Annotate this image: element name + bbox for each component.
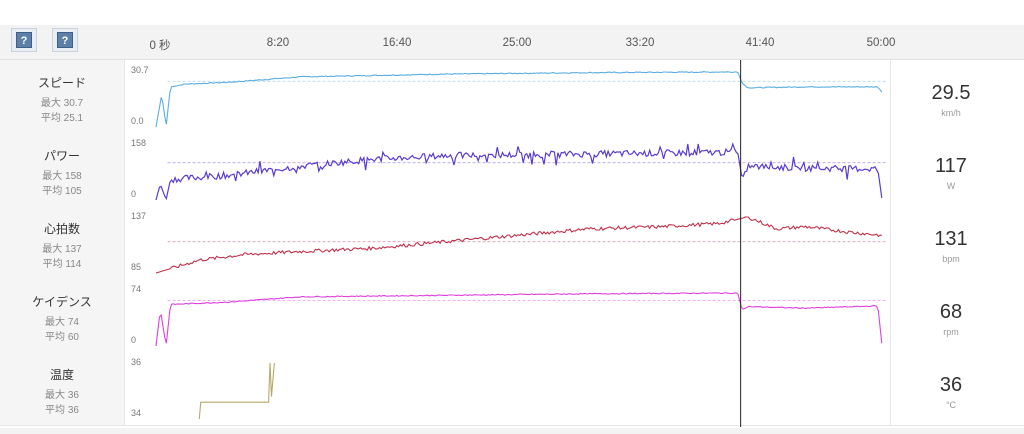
y-max-label: 30.7 (131, 65, 149, 75)
time-tick-label: 50:00 (866, 37, 896, 49)
metric-avg: 平均 36 (45, 405, 79, 416)
metric-current: 29.5 km/h (891, 60, 1024, 133)
metric-current-value: 36 (939, 374, 963, 396)
metric-name: スピード (37, 76, 86, 90)
metric-row-power: パワー 最大 158 平均 105 158 0 117 W (0, 133, 1024, 207)
metric-max: 最大 36 (45, 390, 79, 401)
metric-max: 最大 30.7 (40, 98, 84, 109)
metric-max: 最大 158 (42, 171, 82, 182)
help-button-wrap-2[interactable]: ? (52, 28, 78, 52)
metric-avg: 平均 114 (42, 259, 82, 270)
metric-name: パワー (43, 149, 80, 163)
y-min-label: 0 (131, 335, 137, 345)
help-icon[interactable]: ? (57, 32, 73, 48)
time-tick-label: 0 秒 (149, 40, 171, 52)
y-max-label: 158 (131, 138, 147, 148)
metric-plot-speed[interactable]: 30.7 0.0 (124, 60, 891, 133)
metric-current-value: 131 (934, 228, 968, 250)
metric-unit: W (946, 181, 956, 191)
metric-summary: スピード最大 30.7 平均 25.1 (0, 60, 124, 133)
metric-summary: 温度最大 36 平均 36 (0, 352, 124, 425)
metric-current-value: 29.5 (931, 82, 971, 104)
metric-name: ケイデンス (32, 295, 92, 309)
metric-avg: 平均 105 (42, 186, 82, 197)
metric-name: 温度 (49, 368, 74, 382)
help-button-wrap-1[interactable]: ? (11, 28, 37, 52)
metric-avg: 平均 25.1 (40, 113, 84, 124)
metric-max: 最大 74 (45, 317, 79, 328)
metric-summary: 心拍数最大 137 平均 114 (0, 206, 124, 279)
metric-unit: °C (945, 400, 957, 410)
metric-plot-hr[interactable]: 137 85 (124, 206, 891, 279)
metric-plot-power[interactable]: 158 0 (124, 133, 891, 206)
bottom-margin (0, 428, 1024, 434)
y-min-label: 85 (131, 262, 142, 272)
metric-row-temp: 温度最大 36 平均 36 36 34 36 °C (0, 352, 1024, 426)
metric-row-cadence: ケイデンス最大 74 平均 60 74 0 68 rpm (0, 279, 1024, 353)
y-min-label: 0.0 (131, 116, 144, 126)
time-tick-label: 16:40 (382, 37, 412, 49)
time-tick-label: 8:20 (266, 37, 290, 49)
metric-plot-temp[interactable]: 36 34 (124, 352, 891, 425)
metric-row-hr: 心拍数最大 137 平均 114 137 85 131 bpm (0, 206, 1024, 280)
metric-summary: ケイデンス最大 74 平均 60 (0, 279, 124, 352)
metric-unit: bpm (942, 254, 960, 264)
help-icon[interactable]: ? (16, 32, 32, 48)
metric-max: 最大 137 (42, 244, 82, 255)
top-margin (0, 0, 1024, 25)
y-max-label: 137 (131, 211, 147, 221)
metric-unit: km/h (941, 108, 961, 118)
metric-current: 131 bpm (891, 206, 1024, 279)
time-axis-bar: ? ? 0 秒 8:20 16:40 25:00 33:20 41:40 50:00 (0, 25, 1024, 60)
time-tick-label: 33:20 (625, 37, 655, 49)
metric-name: 心拍数 (43, 222, 80, 236)
y-min-label: 0 (131, 189, 137, 199)
metric-current: 117 W (891, 133, 1024, 206)
metric-summary: パワー最大 158 平均 105 (0, 133, 124, 206)
metric-plot-cadence[interactable]: 74 0 (124, 279, 891, 352)
metric-row-speed: スピード最大 30.7 平均 25.1 30.7 0.0 29.5 km/h (0, 60, 1024, 134)
y-max-label: 74 (131, 284, 142, 294)
metric-current: 36 °C (891, 352, 1024, 425)
y-max-label: 36 (131, 357, 142, 367)
time-tick-label: 41:40 (745, 37, 775, 49)
metric-current: 68 rpm (891, 279, 1024, 352)
metric-avg: 平均 60 (45, 332, 79, 343)
y-min-label: 34 (131, 408, 142, 418)
metric-unit: rpm (943, 327, 959, 337)
metric-current-value: 117 (935, 155, 967, 177)
metric-current-value: 68 (939, 301, 963, 323)
time-tick-label: 25:00 (502, 37, 532, 49)
